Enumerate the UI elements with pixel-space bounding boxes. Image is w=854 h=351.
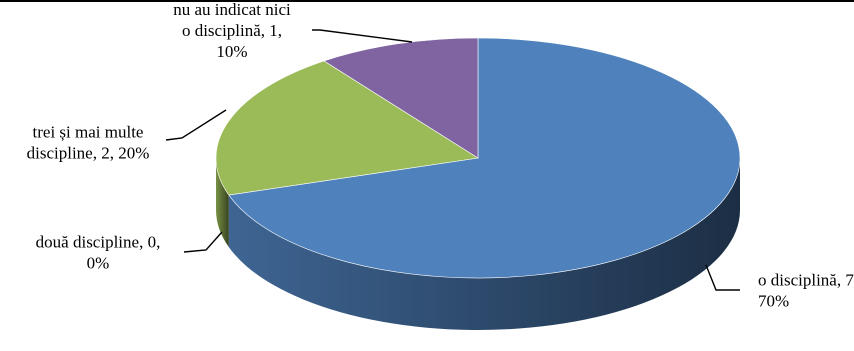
data-label-line: 70% [758,292,789,311]
top-border-line [0,0,854,2]
data-label-line: 10% [216,42,247,61]
leader-line-o-disciplina [705,264,740,291]
pie-side-o-disciplina [228,158,741,330]
data-label-line: nu au indicat nici [173,0,291,19]
data-label-line: o disciplină, 1, [182,21,282,40]
data-label-nu-au-indicat-nici-o-disciplina: nu au indicat nici o disciplină, 1, 10% [173,0,291,61]
data-label-line: discipline, 2, 20% [27,144,150,163]
data-label-line: 0% [87,254,110,273]
pie-slice-nu-au-indicat-nici-o-disciplina [323,37,479,159]
leader-line-trei-si-mai-multe-discipline [165,109,227,141]
pie-side-trei-si-mai-multe-discipline [216,158,229,248]
pie-slice-trei-si-mai-multe-discipline [215,60,479,196]
leader-line-nu-au-indicat-nici-o-disciplina [312,29,413,43]
data-label-line: trei și mai multe [33,123,144,142]
data-label-line: două discipline, 0, [36,233,161,252]
data-label-line: o disciplină, 7, [758,271,854,290]
data-label-o-disciplina: o disciplină, 7, 70% [758,271,854,311]
leader-line-doua-discipline [183,231,223,253]
data-label-doua-discipline: două discipline, 0, 0% [36,233,161,273]
data-label-trei-si-mai-multe-discipline: trei și mai multe discipline, 2, 20% [27,123,150,163]
pie-slice-o-disciplina [228,37,741,279]
